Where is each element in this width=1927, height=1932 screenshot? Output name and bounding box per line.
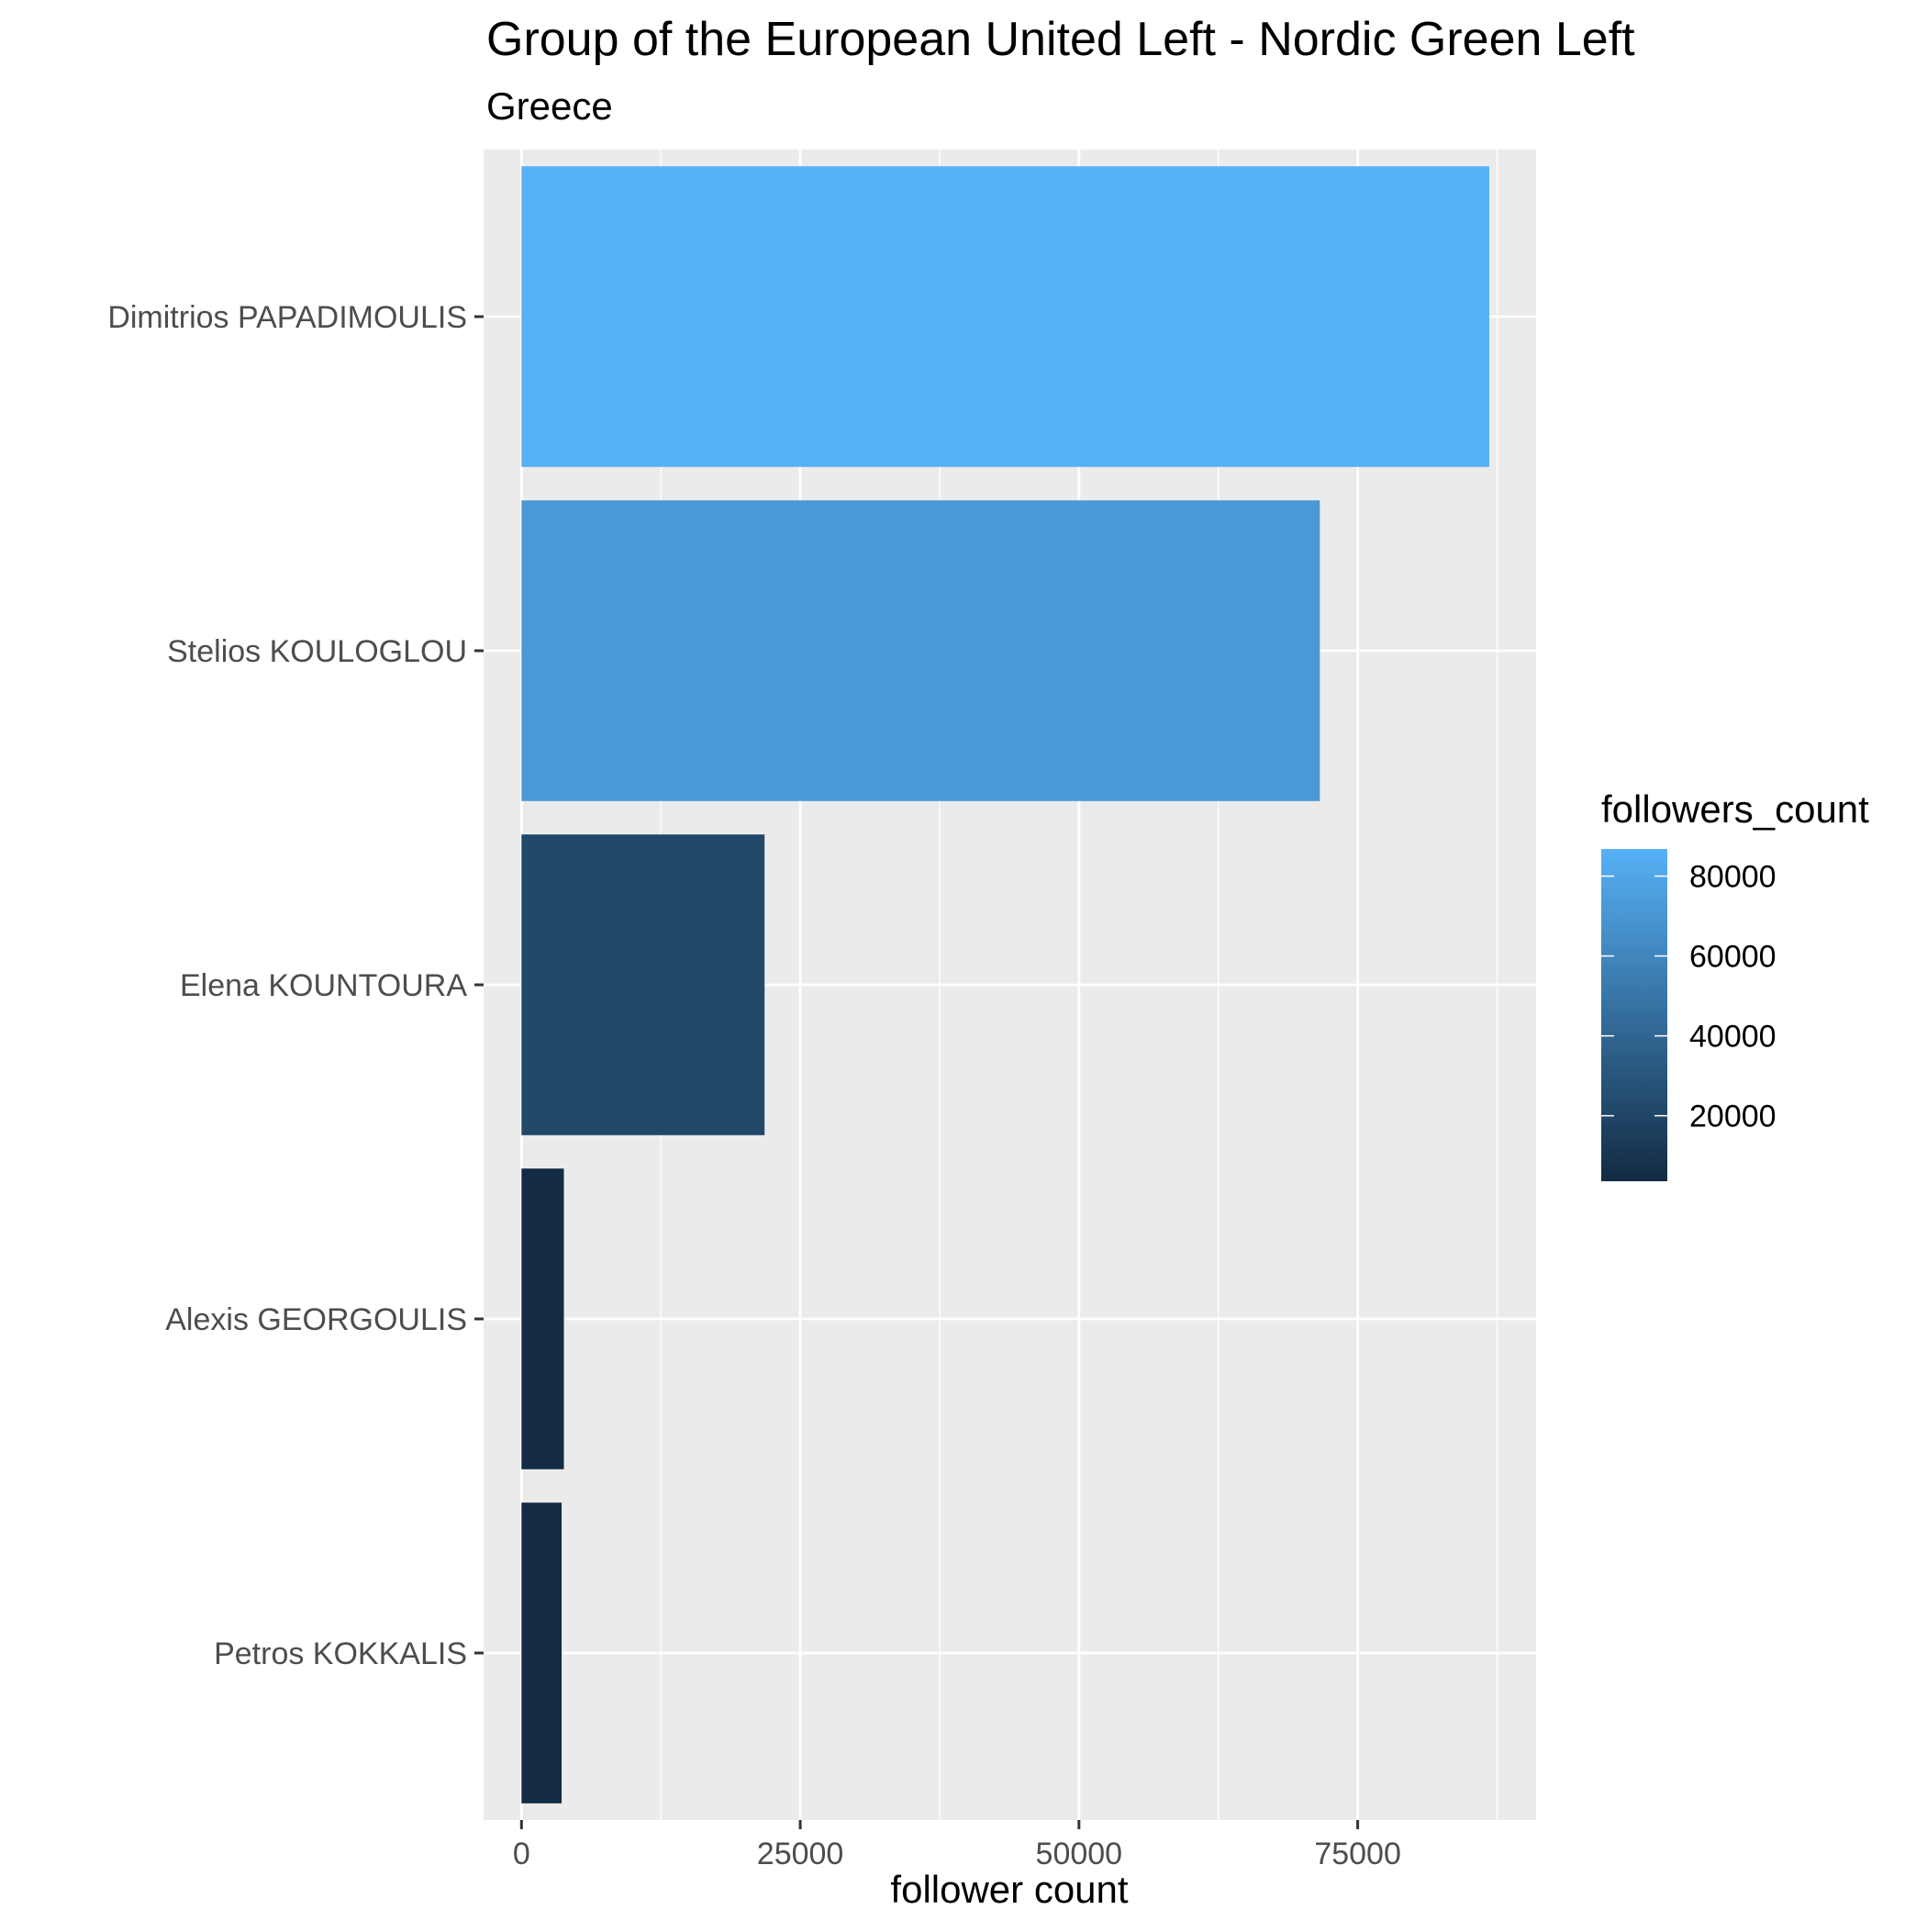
chart-subtitle: Greece bbox=[486, 84, 613, 128]
x-axis: 0 25000 50000 75000 bbox=[513, 1820, 1401, 1871]
bar bbox=[521, 1502, 563, 1804]
x-axis-title: follower count bbox=[890, 1868, 1128, 1911]
legend-ticks: 20000 40000 60000 80000 bbox=[1601, 860, 1777, 1134]
bar bbox=[521, 500, 1320, 801]
chart-title: Group of the European United Left - Nord… bbox=[486, 13, 1635, 66]
x-tick-label: 25000 bbox=[757, 1837, 844, 1871]
x-tick-label: 50000 bbox=[1036, 1837, 1123, 1871]
legend-tick-label: 60000 bbox=[1689, 940, 1777, 975]
y-tick-label: Elena KOUNTOURA bbox=[180, 968, 467, 1003]
legend-colorbar bbox=[1601, 849, 1667, 1181]
bar bbox=[521, 1168, 564, 1469]
bar bbox=[521, 834, 765, 1135]
y-tick-label: Stelios KOULOGLOU bbox=[167, 634, 467, 669]
legend-tick-label: 80000 bbox=[1689, 860, 1777, 895]
x-tick-label: 75000 bbox=[1314, 1837, 1401, 1871]
x-tick-label: 0 bbox=[513, 1837, 530, 1871]
legend-tick-label: 40000 bbox=[1689, 1020, 1777, 1055]
y-axis: Dimitrios PAPADIMOULIS Stelios KOULOGLOU E… bbox=[107, 300, 484, 1671]
legend-tick-label: 20000 bbox=[1689, 1100, 1777, 1134]
bars bbox=[521, 166, 1489, 1804]
legend-title: followers_count bbox=[1601, 787, 1869, 831]
bar bbox=[521, 166, 1489, 467]
y-tick-label: Dimitrios PAPADIMOULIS bbox=[107, 300, 467, 335]
y-tick-label: Petros KOKKALIS bbox=[214, 1636, 467, 1671]
y-tick-label: Alexis GEORGOULIS bbox=[165, 1302, 467, 1337]
